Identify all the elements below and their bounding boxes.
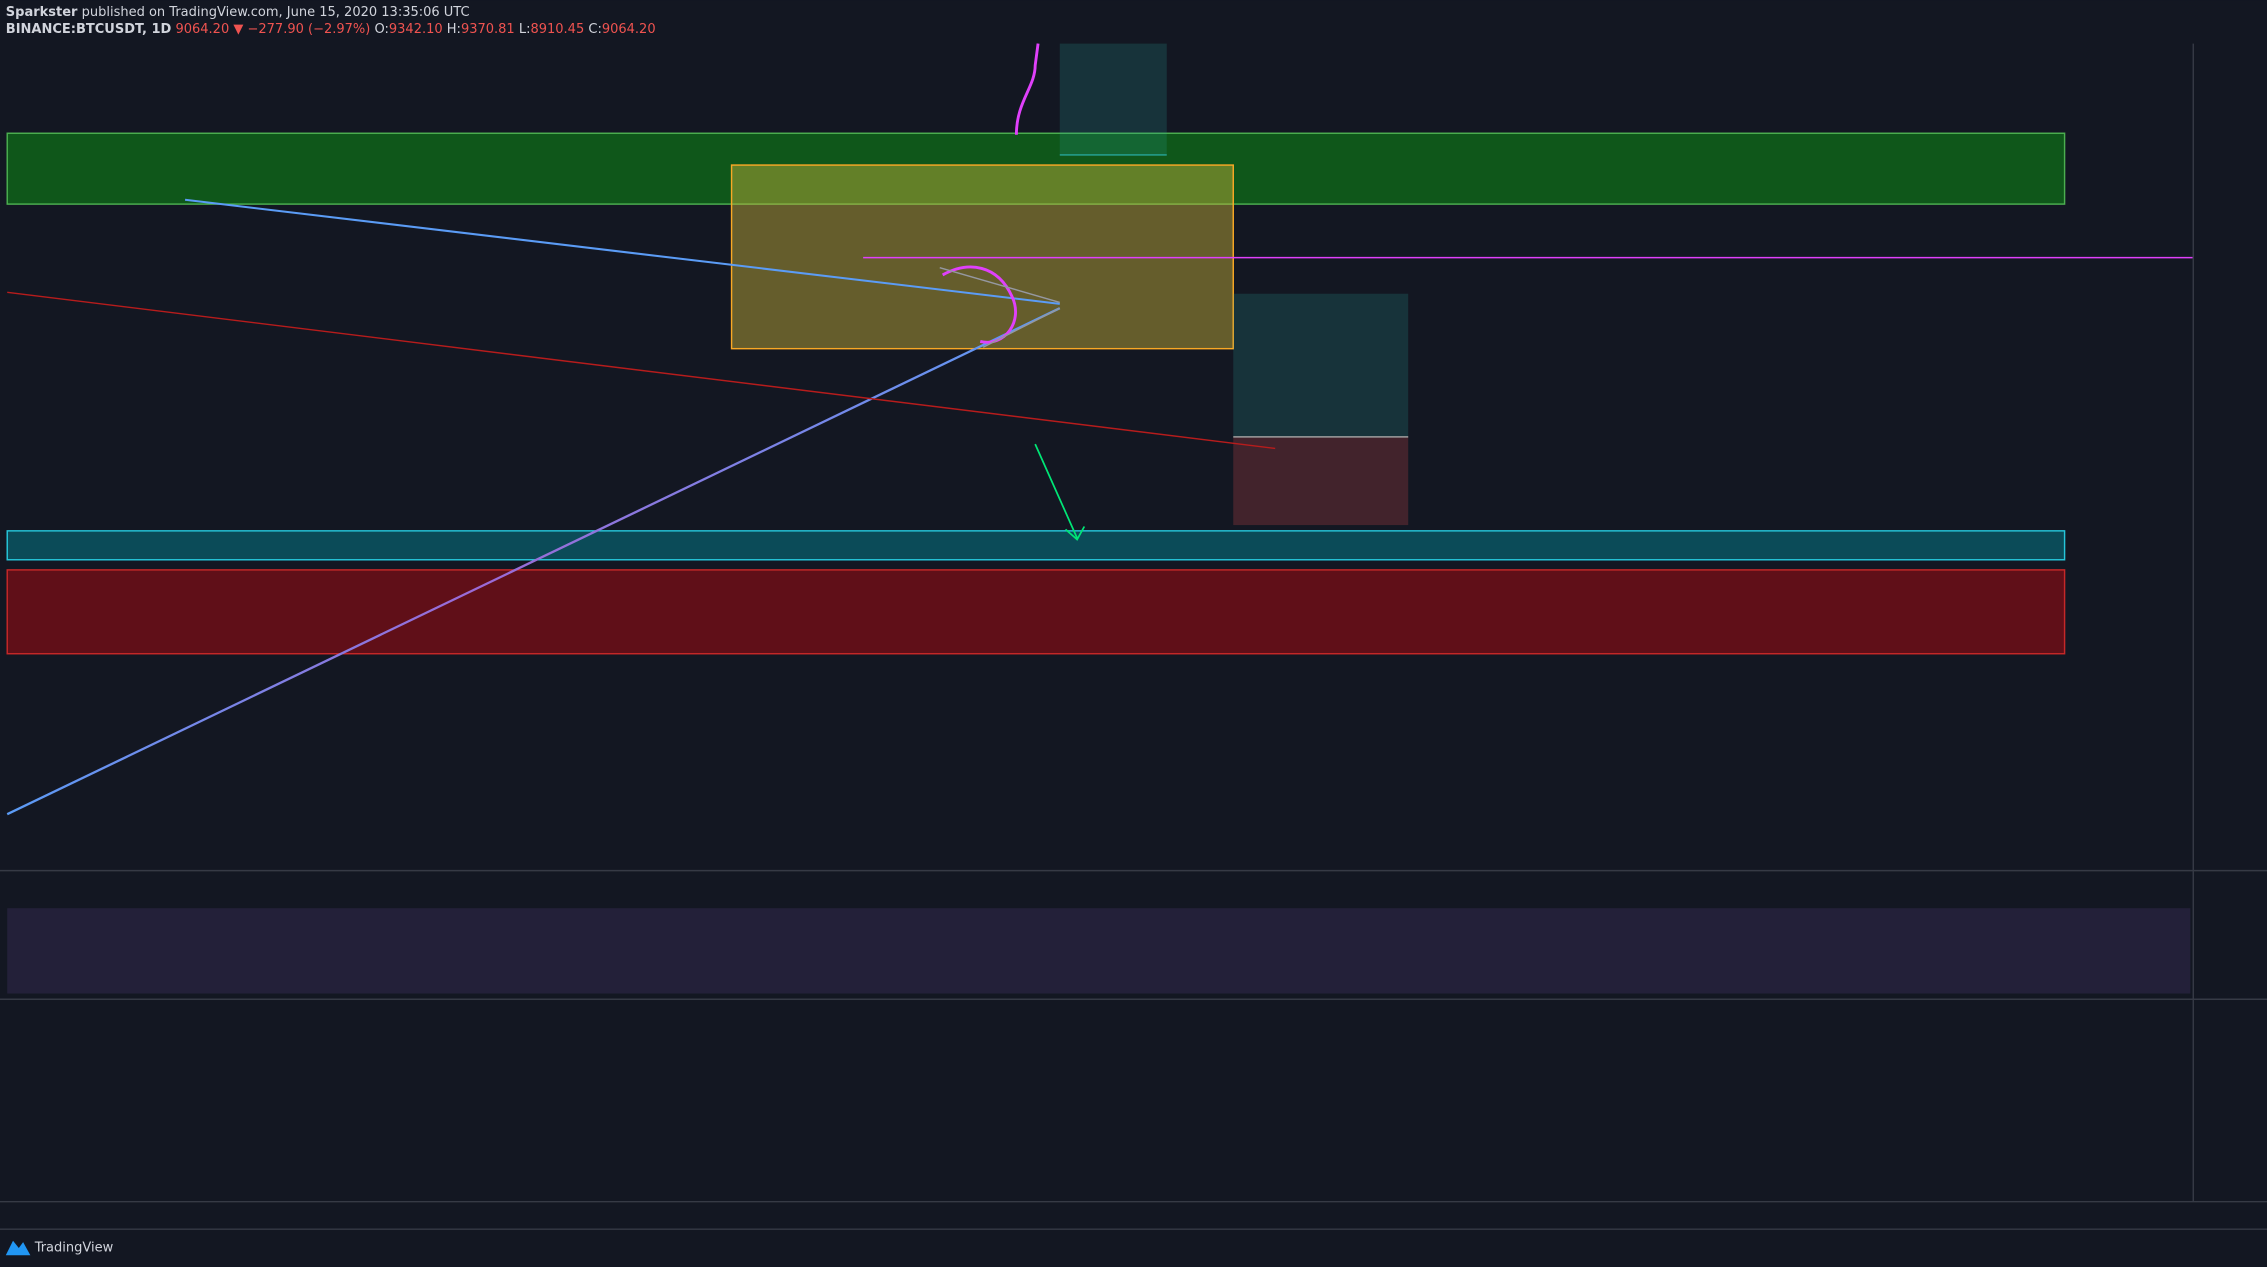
- ohlc-value: 9064.20: [602, 22, 656, 37]
- profit-box: [1233, 293, 1409, 437]
- ohlc-value: 9370.81: [461, 22, 515, 37]
- loss-box: [1233, 436, 1409, 526]
- published: published on TradingView.com, June 15, 2…: [82, 4, 470, 19]
- brand-logo: [5, 1240, 31, 1256]
- support-zone: [6, 530, 2066, 561]
- ohlc-key: H:: [447, 22, 461, 37]
- target-box: [1059, 43, 1167, 155]
- header-line-1: Sparkster published on TradingView.com, …: [6, 4, 470, 19]
- rsi-band: [7, 908, 2191, 994]
- wedge-line: [982, 307, 1061, 348]
- symbol: BINANCE:BTCUSDT, 1D: [6, 22, 172, 37]
- direction-arrow: [1034, 443, 1086, 541]
- falling-trendline: [184, 198, 1060, 305]
- brand: TradingView: [34, 1240, 114, 1255]
- demand-zone: [6, 569, 2066, 655]
- ohlc-key: O:: [374, 22, 388, 37]
- ohlc-key: L:: [519, 22, 531, 37]
- publisher: Sparkster: [6, 4, 78, 19]
- ohlc-value: 9342.10: [389, 22, 443, 37]
- ohlc-value: 8910.45: [530, 22, 584, 37]
- ohlc-key: C:: [588, 22, 601, 37]
- header-line-2: BINANCE:BTCUSDT, 1D 9064.20 ▼ −277.90 (−…: [6, 22, 656, 37]
- change: ▼ −277.90 (−2.97%): [233, 22, 370, 37]
- channel-line: [7, 291, 1276, 450]
- rising-trendline: [6, 307, 1061, 816]
- resistance-zone: [6, 132, 2066, 205]
- wedge-line: [939, 267, 1060, 304]
- projection-curve: [1014, 43, 1040, 135]
- last-price: 9064.20: [175, 22, 229, 37]
